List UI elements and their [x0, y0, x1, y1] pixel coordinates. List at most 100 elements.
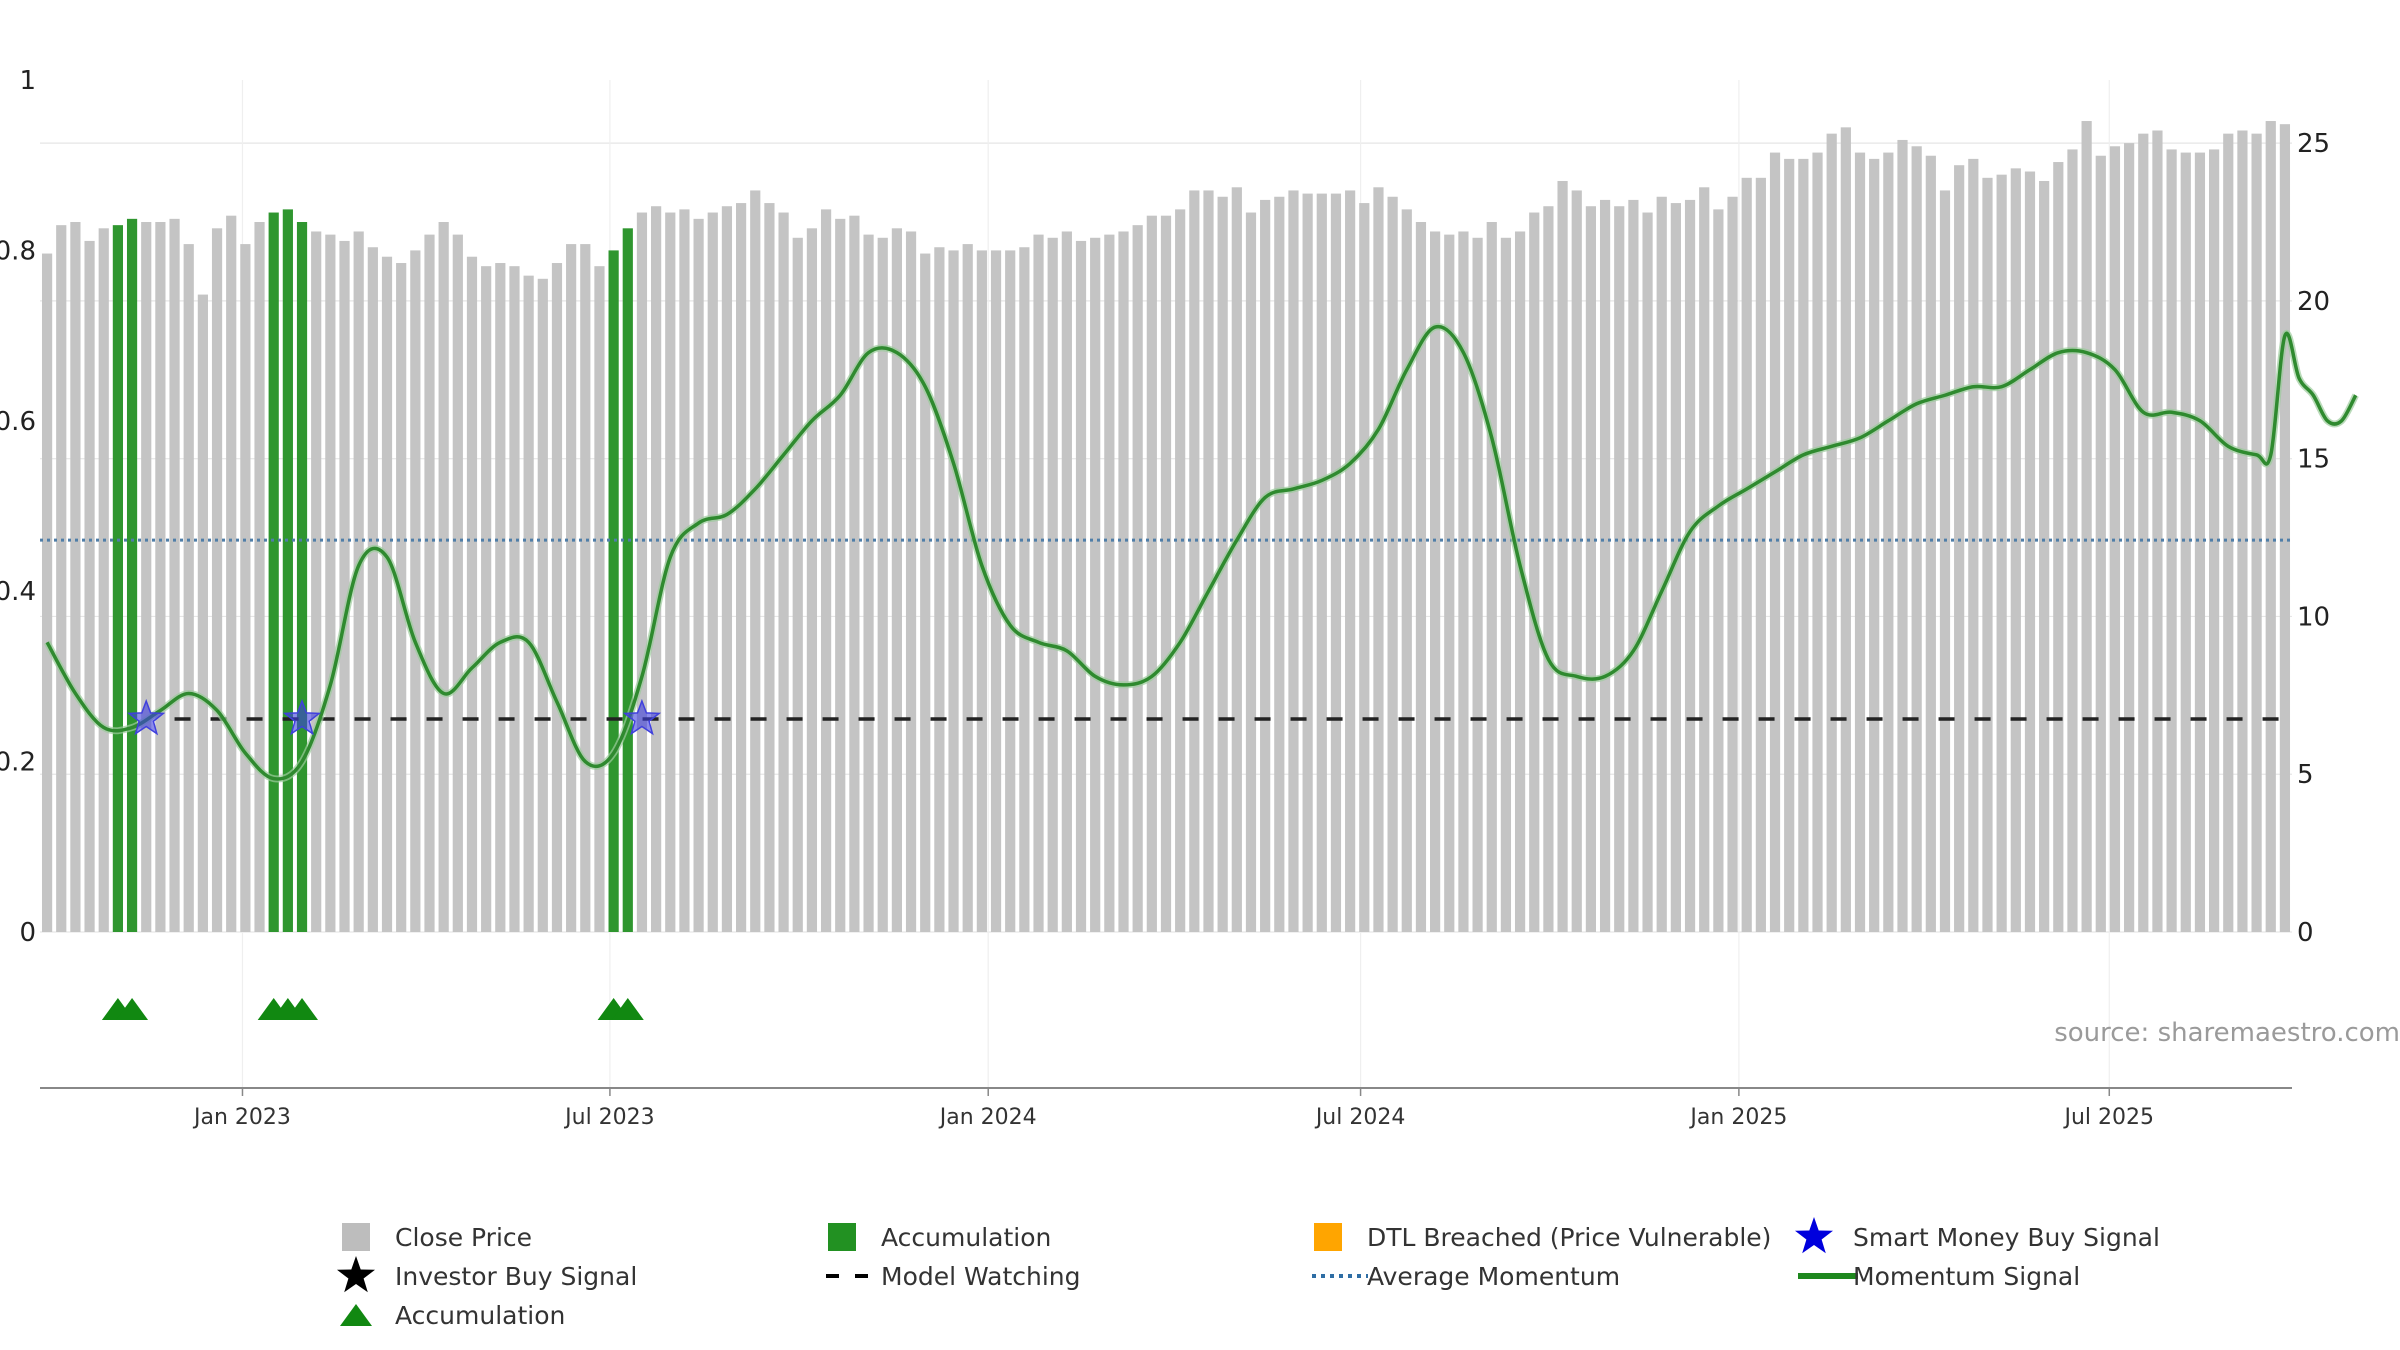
smart-money-buy-star — [282, 698, 322, 736]
close-price-bar — [1359, 203, 1370, 933]
legend-star-icon — [337, 1256, 375, 1293]
close-price-bar — [778, 212, 789, 933]
close-price-bar — [1075, 240, 1087, 932]
close-price-bar — [1656, 196, 1667, 932]
close-price-bar — [410, 250, 421, 932]
close-price-bar — [211, 228, 223, 933]
close-price-bar — [367, 247, 378, 932]
price-bars — [41, 121, 2291, 933]
close-price-bar — [2237, 130, 2248, 932]
legend-item-average-momentum: Average Momentum — [1312, 1262, 1620, 1291]
close-price-bar — [353, 231, 364, 932]
close-price-bar — [820, 209, 832, 932]
close-price-bar — [240, 244, 251, 933]
legend-item-smart-money: Smart Money Buy Signal — [1795, 1217, 2160, 1254]
close-price-bar — [1387, 196, 1398, 932]
accumulation-bar — [112, 225, 123, 933]
legend-star-icon — [1795, 1217, 1833, 1254]
close-price-bar — [2138, 133, 2149, 933]
close-price-bar — [1486, 222, 1497, 932]
close-price-bar — [2039, 180, 2050, 932]
left-axis-tick-label: 1 — [19, 66, 36, 96]
smart-money-buy-star — [622, 698, 662, 736]
legend-item-model-watching: Model Watching — [826, 1262, 1081, 1291]
close-price-bar — [381, 256, 393, 932]
momentum-signal-halo — [44, 323, 2359, 783]
close-price-bar — [679, 209, 690, 932]
close-price-bar — [665, 212, 676, 933]
close-price-bar — [226, 215, 237, 932]
close-price-bar — [2180, 152, 2191, 933]
close-price-bar — [141, 222, 152, 932]
close-price-bar — [466, 256, 478, 932]
close-price-bar — [1458, 231, 1469, 932]
close-price-bar — [1330, 193, 1342, 933]
close-price-bar — [1415, 222, 1427, 932]
close-price-bar — [1840, 127, 1851, 933]
x-tick-label: Jan 2023 — [192, 1105, 291, 1130]
close-price-bar — [155, 222, 166, 932]
legend-item-investor-buy: Investor Buy Signal — [337, 1256, 637, 1293]
close-price-bar — [1599, 199, 1611, 932]
legend-swatch — [828, 1223, 856, 1251]
close-price-bar — [1430, 231, 1441, 932]
close-price-bar — [339, 240, 350, 932]
close-price-bar — [1755, 177, 1766, 933]
close-price-bar — [325, 234, 336, 933]
close-price-bar — [636, 212, 648, 933]
close-price-bar — [1557, 180, 1568, 932]
accumulation-bar — [268, 212, 279, 933]
close-price-bar — [1514, 231, 1526, 932]
x-tick-label: Jul 2025 — [2063, 1105, 2155, 1130]
close-price-bar — [2251, 133, 2262, 933]
close-price-bar — [2194, 152, 2206, 933]
close-price-bar — [1826, 133, 1837, 933]
close-price-bar — [2010, 168, 2021, 932]
legend-label: DTL Breached (Price Vulnerable) — [1367, 1223, 1771, 1252]
close-price-bar — [693, 218, 704, 932]
x-tick-label: Jan 2024 — [938, 1105, 1037, 1130]
close-price-bar — [835, 218, 846, 932]
close-price-bar — [1699, 187, 1710, 933]
close-price-bar — [1288, 190, 1299, 932]
close-price-bar — [1628, 199, 1639, 932]
close-price-bar — [1642, 212, 1653, 933]
close-price-bar — [1203, 190, 1214, 932]
close-price-bar — [735, 203, 747, 933]
close-price-bar — [1005, 250, 1016, 932]
close-price-bar — [1585, 206, 1597, 932]
close-price-bar — [1302, 193, 1313, 933]
x-tick-label: Jan 2025 — [1688, 1105, 1787, 1130]
close-price-bar — [1189, 190, 1200, 932]
close-price-bar — [2166, 149, 2177, 932]
right-axis-tick-label: 10 — [2297, 602, 2330, 632]
close-price-bar — [183, 244, 194, 933]
close-price-bar — [1047, 237, 1058, 932]
legend-triangle-icon — [340, 1304, 372, 1326]
accumulation-marker — [611, 998, 644, 1020]
close-price-bar — [2152, 130, 2163, 932]
signal-lines — [40, 323, 2359, 783]
close-price-bar — [1132, 225, 1143, 933]
x-tick-label: Jul 2023 — [563, 1105, 655, 1130]
accumulation-bar — [608, 250, 619, 932]
close-price-bar — [1614, 206, 1625, 932]
close-price-bar — [2265, 121, 2276, 933]
close-price-bar — [1444, 234, 1455, 933]
close-price-bar — [169, 218, 180, 932]
close-price-bar — [254, 222, 265, 932]
close-price-bar — [1897, 139, 1908, 932]
close-price-bar — [1033, 234, 1044, 933]
close-price-bar — [990, 250, 1002, 932]
left-axis-tick-label: 0.6 — [0, 407, 36, 437]
left-axis-tick-label: 0 — [19, 918, 36, 948]
legend-swatch — [1314, 1223, 1342, 1251]
close-price-bar — [523, 275, 534, 933]
close-price-bar — [1500, 237, 1512, 932]
close-price-bar — [1160, 215, 1172, 932]
close-price-bar — [806, 228, 818, 933]
close-price-bar — [1996, 174, 2007, 932]
close-price-bar — [1401, 209, 1412, 932]
close-price-bar — [594, 266, 605, 933]
